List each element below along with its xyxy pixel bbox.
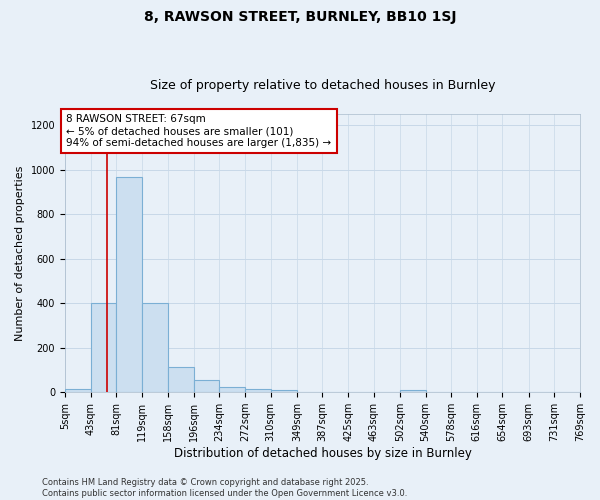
Bar bbox=[142, 303, 168, 392]
X-axis label: Distribution of detached houses by size in Burnley: Distribution of detached houses by size … bbox=[173, 447, 472, 460]
Text: 8, RAWSON STREET, BURNLEY, BB10 1SJ: 8, RAWSON STREET, BURNLEY, BB10 1SJ bbox=[144, 10, 456, 24]
Text: 8 RAWSON STREET: 67sqm
← 5% of detached houses are smaller (101)
94% of semi-det: 8 RAWSON STREET: 67sqm ← 5% of detached … bbox=[66, 114, 331, 148]
Bar bbox=[116, 178, 142, 392]
Bar bbox=[194, 380, 219, 392]
Bar bbox=[91, 303, 116, 392]
Y-axis label: Number of detached properties: Number of detached properties bbox=[15, 166, 25, 341]
Bar bbox=[245, 389, 271, 392]
Title: Size of property relative to detached houses in Burnley: Size of property relative to detached ho… bbox=[150, 79, 495, 92]
Bar bbox=[400, 390, 425, 392]
Bar bbox=[168, 366, 194, 392]
Bar bbox=[271, 390, 297, 392]
Text: Contains HM Land Registry data © Crown copyright and database right 2025.
Contai: Contains HM Land Registry data © Crown c… bbox=[42, 478, 407, 498]
Bar bbox=[65, 389, 91, 392]
Bar bbox=[219, 388, 245, 392]
